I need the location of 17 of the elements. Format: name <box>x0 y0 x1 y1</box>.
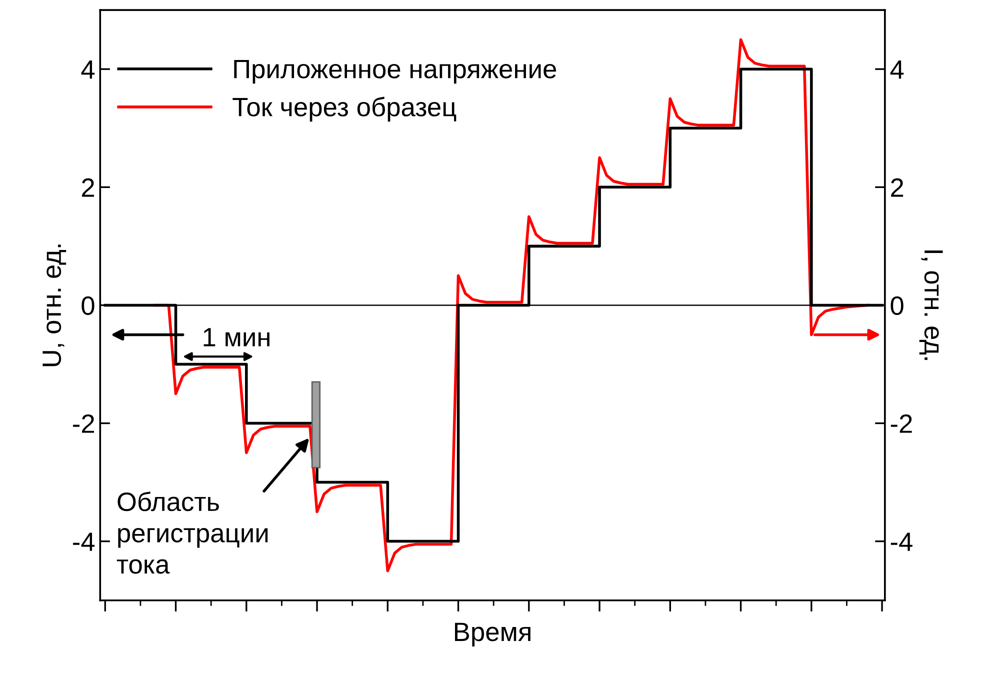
annotation: 1 мин <box>204 328 270 346</box>
legend-label: Приложенное напряжение <box>234 60 556 84</box>
y2-tick-label: 4 <box>890 60 904 79</box>
y2-tick-label: -2 <box>890 414 912 433</box>
y-tick-label: 0 <box>82 296 94 316</box>
y2-tick-label: 2 <box>891 178 904 197</box>
y-tick-label: -4 <box>73 532 95 551</box>
x-axis-title: Время <box>455 622 530 646</box>
y-tick-label: 2 <box>82 178 94 197</box>
y2-tick-label: -4 <box>890 532 912 551</box>
y2-axis-title: I, отн. ед. <box>919 250 943 360</box>
annotation: Область регистрации тока <box>116 492 268 574</box>
y-axis-title: U, отн. ед. <box>42 244 66 366</box>
y2-tick-label: 0 <box>890 296 904 316</box>
y-tick-label: -2 <box>73 414 94 433</box>
legend-label: Ток через образец <box>232 96 456 122</box>
y-tick-label: 4 <box>81 60 95 79</box>
